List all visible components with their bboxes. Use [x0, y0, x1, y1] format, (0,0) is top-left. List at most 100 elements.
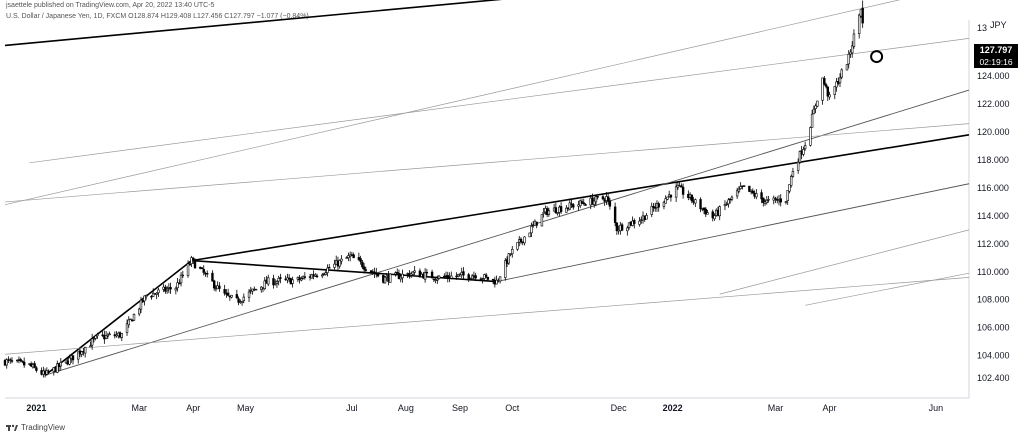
candle-body	[315, 275, 319, 278]
candle-body	[10, 360, 14, 362]
price-tick-label: 108.000	[977, 295, 1010, 305]
candle-body	[852, 33, 856, 47]
candle-body	[601, 196, 605, 200]
candle-body	[547, 210, 551, 215]
candle-body	[362, 266, 366, 270]
candle-body	[650, 206, 653, 215]
candle-body	[47, 370, 50, 373]
candle-body	[559, 206, 563, 212]
candle-body	[376, 273, 380, 277]
footer-brand[interactable]: TradingView	[6, 423, 65, 432]
trendline[interactable]	[719, 229, 970, 295]
candle-body	[565, 207, 568, 213]
candle-body	[699, 199, 702, 210]
candle-body	[425, 271, 429, 274]
candle-body	[340, 258, 343, 262]
candle-body	[338, 260, 341, 267]
candle-body	[765, 200, 768, 203]
candle-body	[680, 185, 683, 188]
candle-body	[504, 260, 507, 278]
candle-body	[157, 289, 160, 293]
trendline[interactable]	[191, 134, 970, 262]
publisher-line: jsaettele published on TradingView.com, …	[6, 2, 215, 9]
trendline[interactable]	[44, 89, 970, 376]
candle-body	[165, 288, 169, 292]
candle-body	[432, 278, 436, 280]
candle-body	[396, 272, 399, 274]
candle-body	[530, 226, 533, 234]
candle-body	[681, 186, 685, 195]
currency-label: JPY	[990, 20, 1007, 30]
candle-body	[237, 298, 240, 303]
time-tick-label: Jul	[346, 403, 358, 413]
candle-body	[287, 277, 291, 280]
candle-body	[80, 351, 83, 355]
trendline[interactable]	[805, 272, 970, 306]
candle-body	[824, 84, 828, 87]
candle-body	[94, 335, 97, 339]
candle-body	[369, 270, 373, 273]
candle-body	[652, 205, 655, 209]
candle-body	[348, 254, 352, 257]
candle-body	[540, 214, 544, 227]
candle-body	[321, 274, 324, 277]
price-axis: 102.400 104.000 106.000 108.000 110.000 112.0…	[977, 23, 1010, 383]
candle-body	[711, 211, 714, 219]
price-tick-label: 120.000	[977, 127, 1010, 137]
candles-layer	[3, 0, 864, 378]
candle-body	[669, 194, 673, 198]
price-tick-label: 112.000	[977, 239, 1009, 249]
candle-body	[83, 346, 87, 354]
candle-body	[77, 351, 80, 360]
time-tick-label: Sep	[452, 403, 468, 413]
trendline[interactable]	[4, 277, 970, 355]
candle-body	[498, 276, 502, 282]
bar-countdown: 02:19:16	[979, 57, 1013, 67]
trendline[interactable]	[4, 123, 970, 203]
candle-body	[657, 203, 660, 208]
candle-body	[143, 295, 146, 302]
candle-body	[242, 296, 246, 301]
candle-body	[413, 270, 416, 273]
footer-brand-label: TradingView	[21, 423, 66, 432]
candle-body	[401, 273, 404, 279]
candle-body	[626, 227, 629, 232]
candle-body	[389, 273, 392, 283]
candle-body	[511, 248, 514, 255]
candle-body	[188, 263, 191, 266]
circle-marker[interactable]	[870, 50, 884, 64]
candle-body	[847, 53, 850, 65]
trendline[interactable]	[44, 259, 193, 376]
price-tick-label: 106.000	[977, 323, 1010, 333]
candle-body	[620, 224, 624, 231]
trendline[interactable]	[4, 0, 863, 47]
candle-body	[803, 145, 807, 150]
candle-body	[751, 190, 755, 194]
trendline[interactable]	[29, 38, 970, 164]
time-tick-label: Dec	[611, 403, 628, 413]
candle-body	[809, 127, 812, 146]
time-tick-label: 2022	[663, 403, 683, 413]
candle-body	[235, 294, 239, 299]
candle-body	[211, 272, 214, 282]
candle-body	[594, 196, 598, 203]
candle-body	[129, 318, 132, 321]
candle-body	[523, 236, 526, 244]
trendline[interactable]	[4, 0, 969, 206]
candle-body	[826, 86, 829, 97]
trendline[interactable]	[496, 183, 970, 283]
candle-body	[457, 274, 460, 277]
candle-body	[397, 273, 401, 280]
candle-body	[291, 279, 294, 284]
time-tick-label: Aug	[398, 403, 414, 413]
candle-body	[645, 215, 648, 220]
price-tick-label: 114.000	[977, 211, 1009, 221]
candle-body	[240, 300, 244, 303]
candle-body	[572, 204, 575, 208]
candle-body	[71, 355, 75, 361]
time-axis: 2021 Mar Apr May Jul Aug Sep Oct Dec 2022 Mar Apr Ju…	[26, 403, 943, 413]
candle-body	[155, 292, 158, 295]
candle-body	[364, 269, 368, 271]
candle-body	[254, 288, 258, 291]
